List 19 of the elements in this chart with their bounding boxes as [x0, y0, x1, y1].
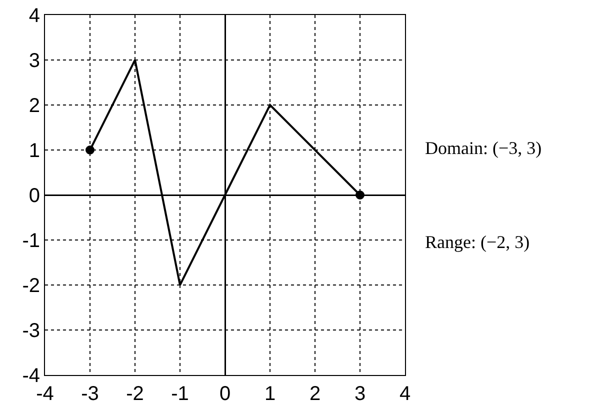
x-tick-label: -1 — [171, 383, 189, 404]
y-tick-label: 4 — [28, 5, 40, 27]
y-tick-label: -2 — [22, 275, 40, 297]
y-tick-label: 2 — [28, 95, 40, 117]
y-tick-label: 1 — [28, 140, 40, 162]
y-tick-label: 3 — [28, 50, 40, 72]
x-tick-label: -2 — [126, 383, 144, 404]
x-tick-label: 4 — [399, 383, 411, 404]
y-tick-label: -1 — [22, 230, 40, 252]
text: Range: (−2, 3) — [425, 232, 530, 252]
x-tick-label: 1 — [264, 383, 276, 404]
x-tick-label: -3 — [81, 383, 99, 404]
x-tick-label: 2 — [309, 383, 321, 404]
y-tick-label: -4 — [22, 365, 40, 387]
y-tick-label: -3 — [22, 320, 40, 342]
text: Domain: (−3, 3) — [425, 138, 542, 158]
x-tick-label: 3 — [354, 383, 366, 404]
x-tick-label: 0 — [219, 383, 231, 404]
y-tick-label: 0 — [28, 185, 40, 207]
